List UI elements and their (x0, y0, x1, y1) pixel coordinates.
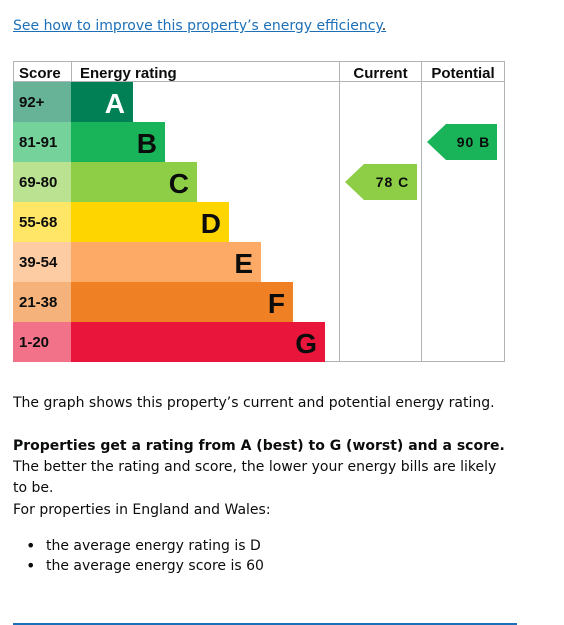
average-rating-item: the average energy rating is D (13, 536, 264, 556)
score-label-a: 92+ (19, 94, 45, 111)
potential-rating-marker-label: 90 B (457, 134, 491, 150)
link-trailing-period: . (381, 18, 387, 34)
rating-bar-c (71, 162, 197, 202)
score-cell-a (13, 82, 71, 122)
score-cell-e (13, 242, 71, 282)
score-label-g: 1-20 (19, 334, 49, 351)
improve-efficiency-link[interactable]: See how to improve this property’s energ… (13, 18, 386, 34)
average-score-item: the average energy score is 60 (13, 556, 264, 576)
score-label-d: 55-68 (19, 214, 57, 231)
score-label-b: 81-91 (19, 134, 57, 151)
improve-efficiency-link-text[interactable]: See how to improve this property’s energ… (13, 18, 382, 34)
score-cell-c (13, 162, 71, 202)
score-cell-f (13, 282, 71, 322)
score-cell-g (13, 322, 71, 362)
energy-rating-chart: Score Energy rating Current Potential 92… (13, 61, 505, 362)
header-score: Score (19, 65, 61, 82)
rating-letter-d: D (201, 208, 221, 239)
rating-bar-f (71, 282, 293, 322)
section-divider (13, 623, 517, 625)
header-potential: Potential (431, 65, 494, 82)
rating-bar-d (71, 202, 229, 242)
rating-letter-c: C (169, 168, 189, 199)
header-energy-rating: Energy rating (80, 65, 177, 82)
rating-letter-g: G (295, 328, 317, 359)
header-current: Current (353, 65, 407, 82)
score-label-e: 39-54 (19, 254, 58, 271)
rating-bar-g (71, 322, 325, 362)
rating-bar-a (71, 82, 133, 122)
score-cell-b (13, 122, 71, 162)
rating-explanation-rest: The better the rating and score, the low… (13, 459, 497, 496)
current-rating-marker-label: 78 C (376, 174, 410, 190)
current-rating-marker-arrow (345, 164, 417, 200)
rating-explanation-bold: Properties get a rating from A (best) to… (13, 438, 505, 454)
rating-letter-e: E (234, 248, 253, 279)
rating-letter-f: F (268, 288, 285, 319)
potential-rating-marker-arrow (427, 124, 497, 160)
score-label-f: 21-38 (19, 294, 57, 311)
rating-letter-b: B (137, 128, 157, 159)
score-cell-d (13, 202, 71, 242)
rating-bar-b (71, 122, 165, 162)
average-list: the average energy rating is D the avera… (13, 536, 264, 576)
graph-description: The graph shows this property’s current … (13, 395, 495, 411)
england-wales-intro: For properties in England and Wales: (13, 502, 271, 518)
rating-bar-e (71, 242, 261, 282)
rating-letter-a: A (105, 88, 125, 119)
rating-explanation: Properties get a rating from A (best) to… (13, 436, 513, 499)
score-label-c: 69-80 (19, 174, 57, 191)
